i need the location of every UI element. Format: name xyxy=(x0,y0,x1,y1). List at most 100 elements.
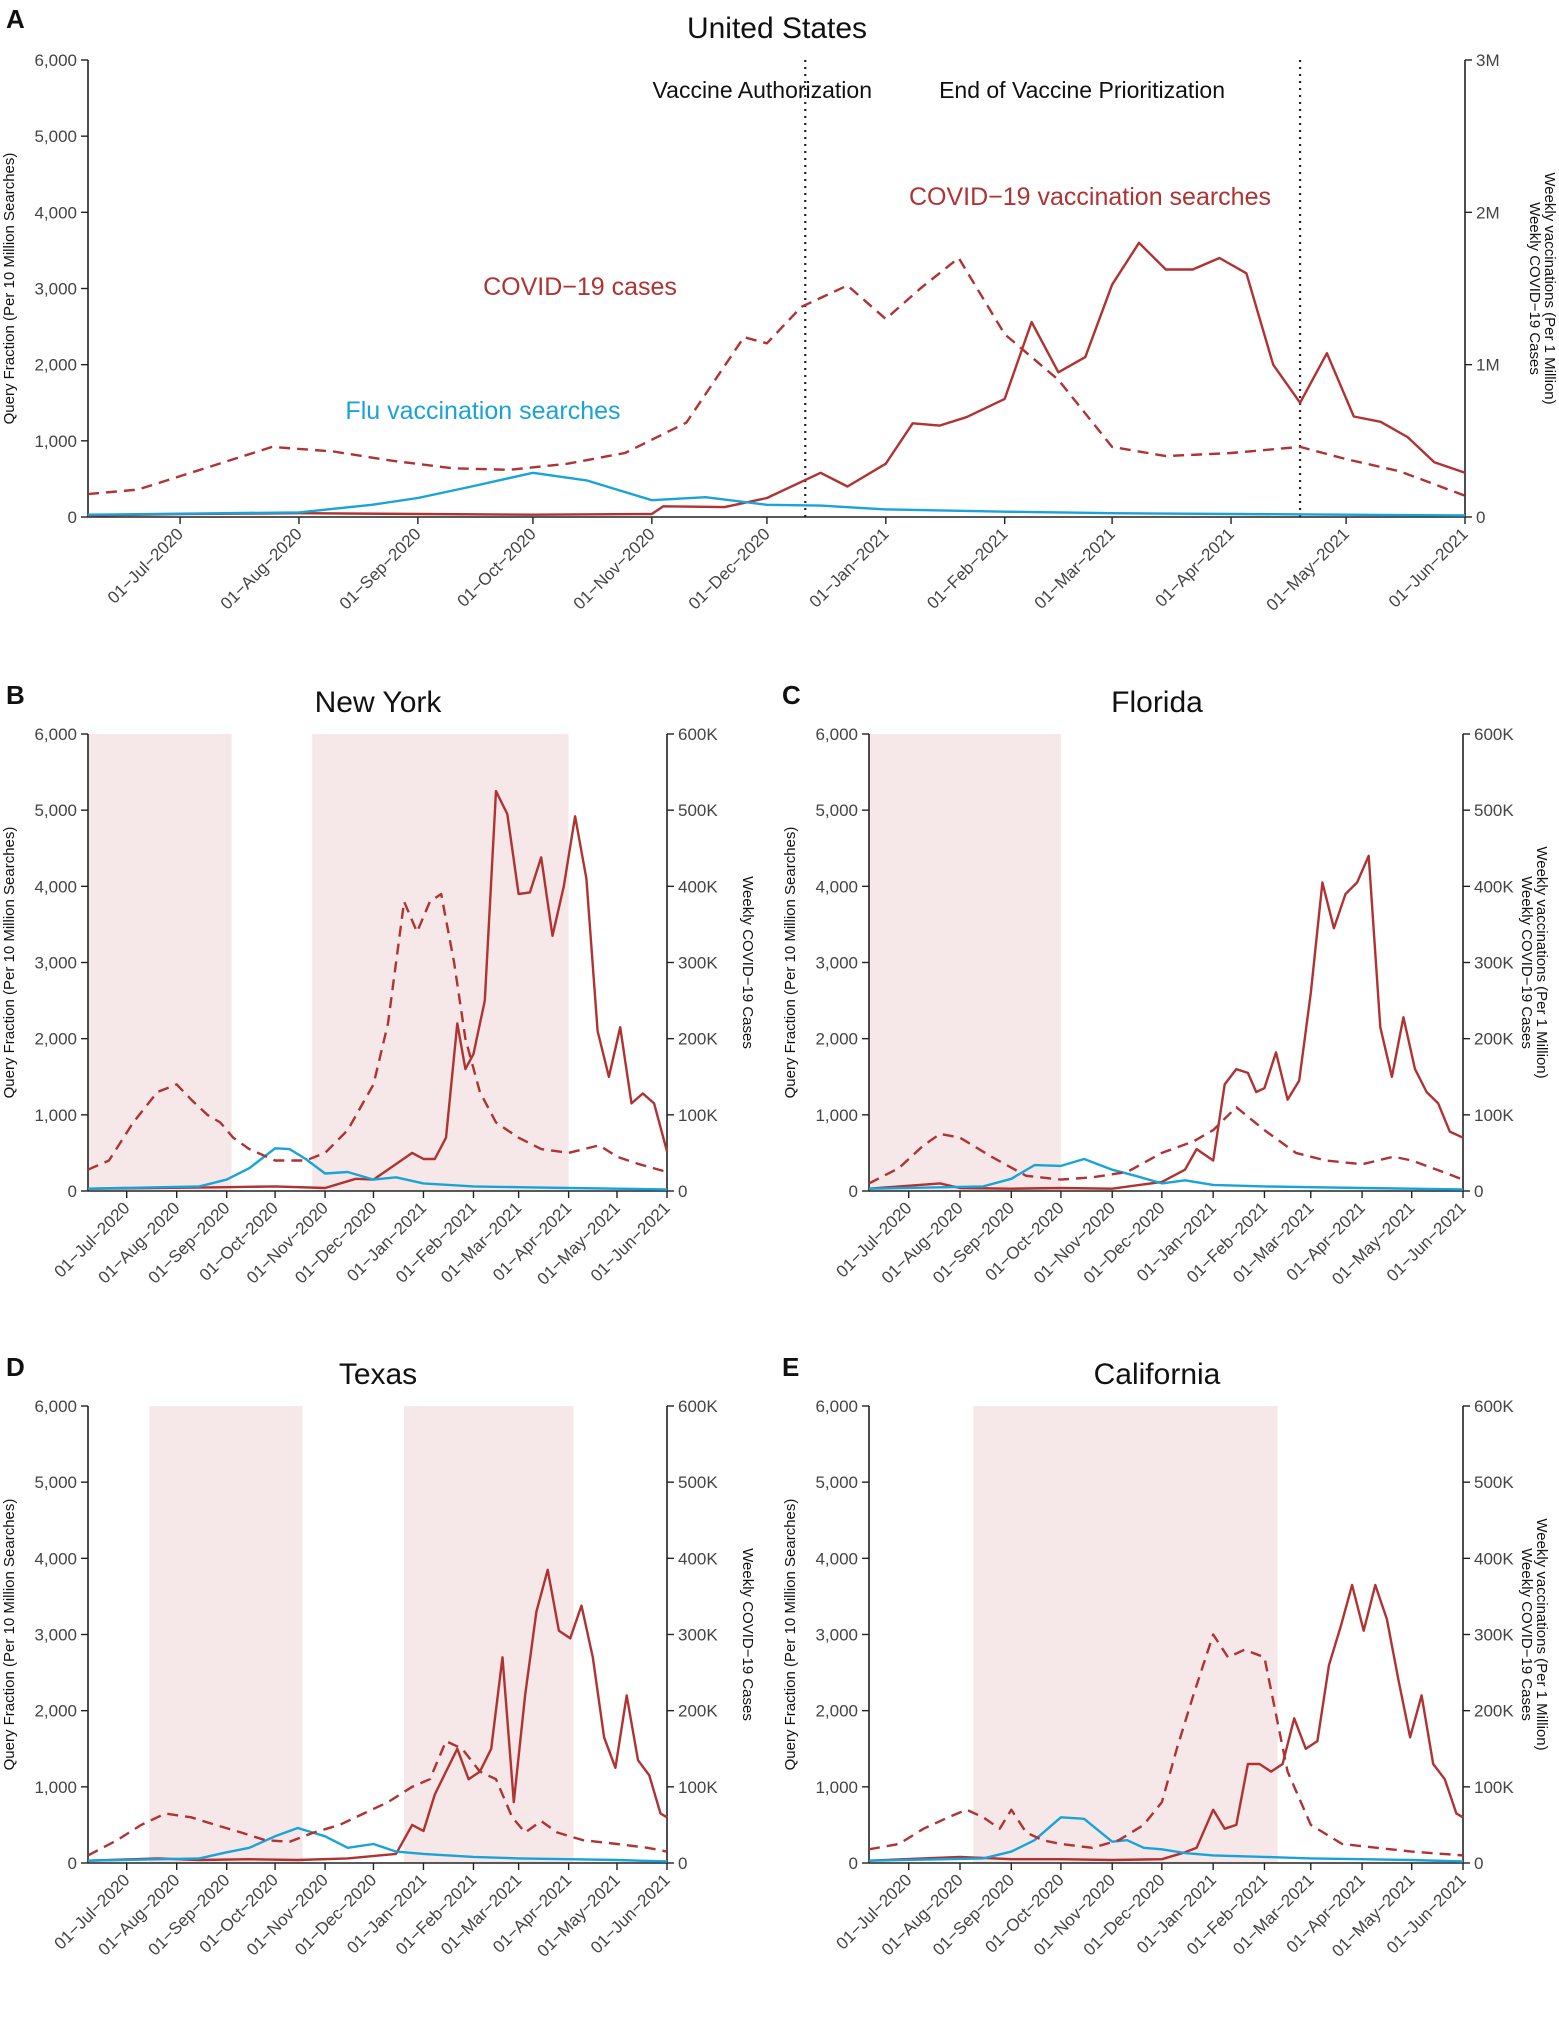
y-tick-label: 1,000 xyxy=(815,1106,858,1125)
y2-tick-label: 400K xyxy=(678,877,718,896)
x-tick-label: 01−Oct−2020 xyxy=(453,524,539,610)
covid-cases-line xyxy=(87,256,1466,497)
y2-axis-title: Weekly vaccinations (Per 1 Million) xyxy=(1533,846,1550,1078)
y-tick-label: 4,000 xyxy=(34,1549,77,1568)
y-tick-label: 3,000 xyxy=(34,954,77,973)
y-tick-label: 3,000 xyxy=(34,1626,77,1645)
panel-letter: C xyxy=(782,680,801,710)
y2-axis-title-2: Weekly COVID−19 Cases xyxy=(1518,1548,1535,1721)
panel-letter: B xyxy=(6,680,25,710)
covid-vaccination-line xyxy=(868,1583,1464,1862)
panel-title: California xyxy=(1094,1358,1221,1391)
y-tick-label: 4,000 xyxy=(34,203,77,222)
y2-tick-label: 0 xyxy=(678,1854,687,1873)
y-tick-label: 2,000 xyxy=(34,1702,77,1721)
panel-title: New York xyxy=(315,686,443,719)
y-tick-label: 6,000 xyxy=(815,725,858,744)
covid-cases-line xyxy=(868,1105,1464,1185)
y-axis-title: Query Fraction (Per 10 Million Searches) xyxy=(1,153,18,425)
x-tick-label: 01−Jul−2020 xyxy=(104,524,187,607)
y-tick-label: 6,000 xyxy=(815,1397,858,1416)
x-tick-label: 01−Dec−2020 xyxy=(685,524,774,613)
x-tick-label: 01−Aug−2020 xyxy=(217,524,306,613)
y2-tick-label: 600K xyxy=(678,1397,718,1416)
y2-axis-title-2: Weekly COVID−19 Cases xyxy=(1518,876,1535,1049)
panel-letter: E xyxy=(782,1352,799,1382)
y-tick-label: 4,000 xyxy=(815,1549,858,1568)
panel-title: Texas xyxy=(339,1358,417,1391)
y-tick-label: 4,000 xyxy=(815,877,858,896)
shaded-period xyxy=(404,1406,574,1863)
y2-axis-title: Weekly COVID−19 Cases xyxy=(739,1548,756,1721)
y2-tick-label: 300K xyxy=(678,1626,718,1645)
y2-tick-label: 1M xyxy=(1476,356,1500,375)
legend-vaccination: COVID−19 vaccination searches xyxy=(909,183,1271,211)
flu-vaccination-line xyxy=(868,1157,1464,1191)
covid-vaccination-line xyxy=(87,1568,668,1862)
y-axis-title: Query Fraction (Per 10 Million Searches) xyxy=(1,827,18,1099)
y-axis-title: Query Fraction (Per 10 Million Searches) xyxy=(782,1499,799,1771)
y-tick-label: 5,000 xyxy=(815,1473,858,1492)
event-label: End of Vaccine Prioritization xyxy=(939,77,1225,103)
flu-vaccination-line xyxy=(87,1147,668,1191)
y-tick-label: 1,000 xyxy=(34,1106,77,1125)
y2-tick-label: 400K xyxy=(1474,1549,1514,1568)
x-tick-label: 01−Sep−2020 xyxy=(336,524,425,613)
x-tick-label: 01−Mar−2021 xyxy=(1031,524,1119,612)
y2-tick-label: 600K xyxy=(1474,725,1514,744)
y-axis-title: Query Fraction (Per 10 Million Searches) xyxy=(782,827,799,1099)
y2-tick-label: 400K xyxy=(1474,877,1514,896)
y2-tick-label: 300K xyxy=(1474,954,1514,973)
y2-tick-label: 600K xyxy=(678,725,718,744)
y2-tick-label: 300K xyxy=(1474,1626,1514,1645)
y2-tick-label: 2M xyxy=(1476,203,1500,222)
y-tick-label: 1,000 xyxy=(34,1778,77,1797)
y2-tick-label: 200K xyxy=(678,1030,718,1049)
covid-cases-line xyxy=(868,1633,1464,1857)
y-tick-label: 5,000 xyxy=(34,1473,77,1492)
panel-letter: A xyxy=(6,4,25,34)
y2-tick-label: 0 xyxy=(1474,1182,1483,1201)
y-axis-title: Query Fraction (Per 10 Million Searches) xyxy=(1,1499,18,1771)
y2-tick-label: 0 xyxy=(1476,508,1485,527)
y2-tick-label: 200K xyxy=(1474,1702,1514,1721)
covid-vaccination-line xyxy=(868,854,1464,1190)
y-tick-label: 5,000 xyxy=(34,127,77,146)
flu-vaccination-line xyxy=(87,1826,668,1863)
y2-tick-label: 100K xyxy=(1474,1778,1514,1797)
y-tick-label: 0 xyxy=(68,1182,77,1201)
x-tick-label: 01−May−2021 xyxy=(1263,524,1353,614)
shaded-period xyxy=(88,734,232,1191)
y-tick-label: 2,000 xyxy=(815,1030,858,1049)
y-tick-label: 1,000 xyxy=(34,432,77,451)
y2-tick-label: 300K xyxy=(678,954,718,973)
y-tick-label: 6,000 xyxy=(34,1397,77,1416)
y2-tick-label: 500K xyxy=(1474,1473,1514,1492)
event-label: Vaccine Authorization xyxy=(653,77,873,103)
y-tick-label: 2,000 xyxy=(815,1702,858,1721)
covid-cases-line xyxy=(87,892,668,1174)
y2-axis-title-2: Weekly COVID−19 Cases xyxy=(1526,202,1543,375)
y2-axis-title: Weekly vaccinations (Per 1 Million) xyxy=(1541,172,1558,404)
y2-tick-label: 500K xyxy=(678,1473,718,1492)
y2-tick-label: 100K xyxy=(678,1778,718,1797)
y-tick-label: 6,000 xyxy=(34,725,77,744)
shaded-period xyxy=(973,1406,1278,1863)
y-tick-label: 4,000 xyxy=(34,877,77,896)
flu-vaccination-line xyxy=(868,1816,1464,1863)
panel-title: United States xyxy=(687,12,867,45)
y-tick-label: 5,000 xyxy=(34,801,77,820)
y-tick-label: 3,000 xyxy=(815,1626,858,1645)
y-tick-label: 0 xyxy=(849,1182,858,1201)
flu-vaccination-line xyxy=(87,471,1466,517)
y2-tick-label: 600K xyxy=(1474,1397,1514,1416)
x-tick-label: 01−Jan−2021 xyxy=(806,524,893,611)
y-tick-label: 5,000 xyxy=(815,801,858,820)
y2-tick-label: 500K xyxy=(1474,801,1514,820)
x-tick-label: 01−Feb−2021 xyxy=(923,524,1011,612)
y-tick-label: 0 xyxy=(68,1854,77,1873)
y2-tick-label: 100K xyxy=(1474,1106,1514,1125)
panel-letter: D xyxy=(6,1352,25,1382)
y2-tick-label: 0 xyxy=(678,1182,687,1201)
